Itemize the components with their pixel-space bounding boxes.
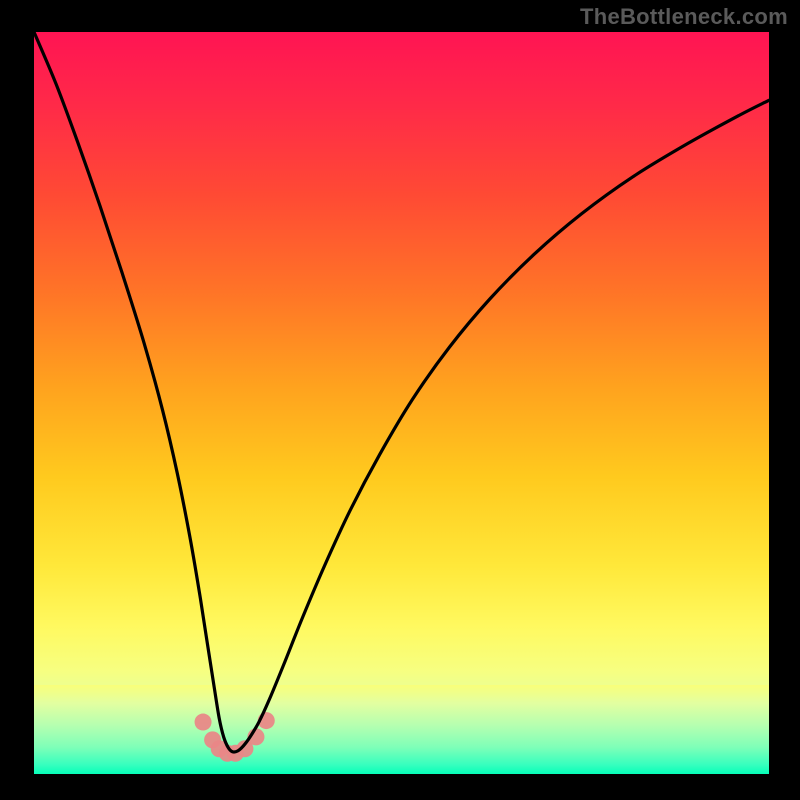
chart-frame: TheBottleneck.com <box>0 0 800 800</box>
bottom-green-band <box>34 685 769 774</box>
attribution-text: TheBottleneck.com <box>580 4 788 30</box>
bottleneck-curve <box>34 32 769 752</box>
plot-area <box>34 32 769 774</box>
curve-layer <box>34 32 769 774</box>
trough-marker-dot <box>195 714 212 731</box>
